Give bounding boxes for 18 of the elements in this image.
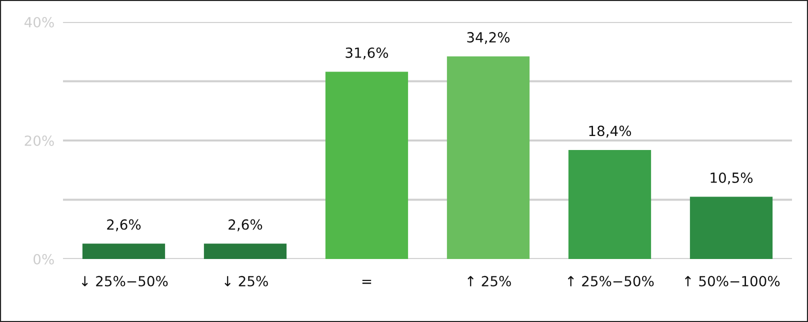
data-label: 31,6% [346,47,388,60]
data-label: 34,2% [467,32,510,44]
bar [446,56,530,259]
data-label: 18,4% [589,126,632,138]
data-label: 10,5% [710,172,753,184]
x-tick-label: ↓ 25% [224,276,268,286]
bar [204,244,287,259]
bar [325,72,408,259]
bar [82,244,166,259]
x-tick-label: = [362,280,372,284]
bar [568,150,652,259]
data-label: 2,6% [228,219,262,232]
bar [690,196,773,259]
x-tick-label: ↑ 25% [468,276,511,286]
x-tick-label: ↑ 50%−100% [684,276,780,286]
x-tick-label: ↓ 25%−50% [82,276,168,286]
data-label: 2,6% [107,219,141,232]
x-tick-label: ↑ 25%−50% [568,276,654,286]
